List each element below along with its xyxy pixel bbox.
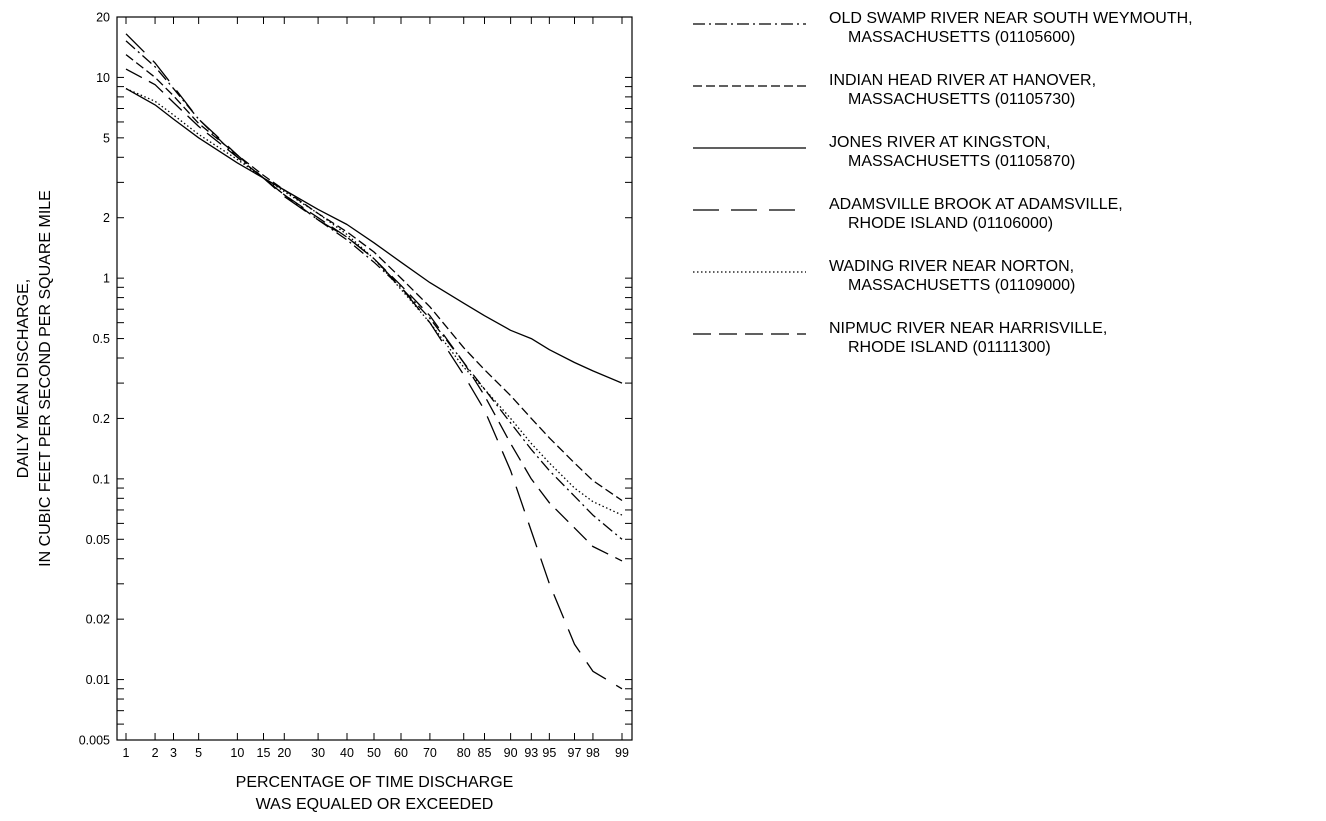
x-tick-label: 50	[367, 746, 381, 760]
y-tick-label: 1	[103, 272, 110, 286]
axis-titles: PERCENTAGE OF TIME DISCHARGE WAS EQUALED …	[15, 190, 513, 813]
plot-border	[116, 16, 633, 741]
x-axis-title-line-2: WAS EQUALED OR EXCEEDED	[256, 796, 494, 813]
y-tick-label: 10	[96, 71, 110, 85]
y-axis-ticks: 0.005 0.01 0.02 0.05 0.1 0.2 0.5 1 2 5 10 20	[79, 11, 632, 748]
legend-label-line-1: NIPMUC RIVER NEAR HARRISVILLE,	[829, 320, 1107, 337]
x-tick-label: 40	[340, 746, 354, 760]
y-axis-title-line-1: DAILY MEAN DISCHARGE,	[15, 279, 32, 478]
x-tick-label: 95	[542, 746, 556, 760]
x-tick-label: 70	[423, 746, 437, 760]
x-tick-label: 97	[568, 746, 582, 760]
plot-frame	[116, 16, 633, 741]
y-axis-title-line-2: IN CUBIC FEET PER SECOND PER SQUARE MILE	[37, 190, 54, 567]
series-line-4	[125, 33, 623, 690]
legend-label-line-2: MASSACHUSETTS (01105870)	[848, 153, 1075, 170]
series-line-3	[125, 88, 623, 384]
series-line-2	[125, 54, 623, 502]
x-tick-label: 60	[394, 746, 408, 760]
y-tick-label: 0.05	[86, 533, 110, 547]
x-tick-label: 1	[123, 746, 130, 760]
legend-label-line-2: MASSACHUSETTS (01109000)	[848, 277, 1075, 294]
legend-item-1: OLD SWAMP RIVER NEAR SOUTH WEYMOUTH, MASS…	[693, 10, 1193, 46]
x-tick-label: 2	[152, 746, 159, 760]
y-tick-label: 0.01	[86, 673, 110, 687]
x-tick-label: 90	[504, 746, 518, 760]
x-tick-label: 15	[257, 746, 271, 760]
legend-label-line-2: RHODE ISLAND (01111300)	[848, 339, 1051, 356]
legend-label-line-1: WADING RIVER NEAR NORTON,	[829, 258, 1074, 275]
legend-label-line-2: MASSACHUSETTS (01105730)	[848, 91, 1075, 108]
series-line-5	[125, 88, 623, 516]
legend-item-5: WADING RIVER NEAR NORTON, MASSACHUSETTS (…	[693, 258, 1075, 294]
y-tick-label: 0.1	[93, 472, 110, 486]
legend-label-line-1: ADAMSVILLE BROOK AT ADAMSVILLE,	[829, 196, 1123, 213]
legend: OLD SWAMP RIVER NEAR SOUTH WEYMOUTH, MASS…	[693, 10, 1193, 356]
legend-label-line-2: RHODE ISLAND (01106000)	[848, 215, 1053, 232]
y-tick-label: 0.02	[86, 613, 110, 627]
series-lines	[125, 33, 623, 690]
series-line-6	[125, 68, 623, 562]
legend-label-line-1: OLD SWAMP RIVER NEAR SOUTH WEYMOUTH,	[829, 10, 1193, 27]
x-tick-label: 93	[524, 746, 538, 760]
y-tick-label: 20	[96, 11, 110, 25]
legend-item-4: ADAMSVILLE BROOK AT ADAMSVILLE, RHODE ISL…	[693, 196, 1123, 232]
legend-label-line-2: MASSACHUSETTS (01105600)	[848, 29, 1075, 46]
y-tick-label: 0.005	[79, 734, 110, 748]
x-tick-label: 3	[170, 746, 177, 760]
y-tick-label: 0.2	[93, 412, 110, 426]
y-tick-label: 5	[103, 131, 110, 145]
x-axis-title-line-1: PERCENTAGE OF TIME DISCHARGE	[236, 774, 514, 791]
y-tick-label: 0.5	[93, 332, 110, 346]
legend-label-line-1: INDIAN HEAD RIVER AT HANOVER,	[829, 72, 1096, 89]
x-tick-label: 98	[586, 746, 600, 760]
y-tick-label: 2	[103, 211, 110, 225]
legend-item-3: JONES RIVER AT KINGSTON, MASSACHUSETTS (0…	[693, 134, 1075, 170]
x-tick-label: 10	[230, 746, 244, 760]
x-tick-label: 5	[195, 746, 202, 760]
x-tick-label: 99	[615, 746, 629, 760]
x-tick-label: 30	[311, 746, 325, 760]
x-tick-label: 20	[277, 746, 291, 760]
x-axis-ticks: 1 2 3 5 10 15 20 30 40 50 60 70 80 85 90 93 95 97 98 99	[123, 17, 629, 760]
x-tick-label: 85	[478, 746, 492, 760]
legend-item-2: INDIAN HEAD RIVER AT HANOVER, MASSACHUSET…	[693, 72, 1096, 108]
series-line-1	[125, 40, 623, 540]
legend-item-6: NIPMUC RIVER NEAR HARRISVILLE, RHODE ISLA…	[693, 320, 1107, 356]
legend-label-line-1: JONES RIVER AT KINGSTON,	[829, 134, 1050, 151]
x-tick-label: 80	[457, 746, 471, 760]
